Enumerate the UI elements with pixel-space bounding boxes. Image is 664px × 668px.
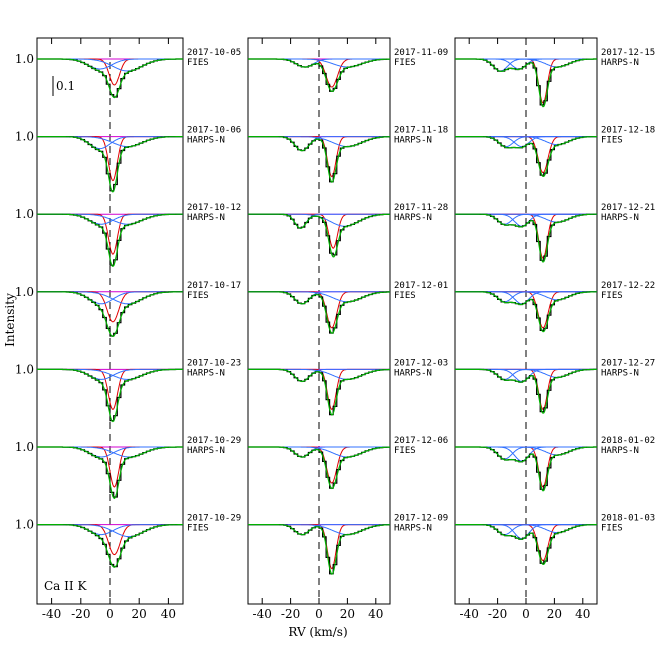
spectrum-instrument: HARPS-N [394, 213, 432, 223]
spectrum-date: 2017-12-18 [601, 126, 655, 136]
spectrum-instrument: HARPS-N [601, 58, 639, 68]
spectrum-instrument: HARPS-N [187, 136, 225, 146]
spectrum-instrument: FIES [394, 58, 416, 68]
component [455, 291, 597, 329]
component [248, 136, 390, 148]
x-tick-label: 0 [315, 607, 323, 621]
total-fit [248, 213, 390, 258]
x-tick-label: -40 [460, 607, 479, 621]
total-fit [37, 58, 183, 99]
total-fit [37, 368, 183, 423]
x-tick-label: -40 [42, 607, 61, 621]
spectrum-instrument: FIES [187, 58, 209, 68]
spectrum-instrument: FIES [187, 524, 209, 534]
spectrum-instrument: HARPS-N [187, 446, 225, 456]
spectrum-instrument: FIES [187, 291, 209, 301]
spectrum-instrument: FIES [394, 446, 416, 456]
total-fit [248, 58, 390, 92]
spectrum-date: 2017-12-21 [601, 203, 655, 213]
spectrum-instrument: HARPS-N [187, 213, 225, 223]
component [37, 524, 183, 556]
total-fit [455, 524, 597, 566]
x-tick-label: 40 [575, 607, 590, 621]
spectrum-instrument: HARPS-N [394, 136, 432, 146]
y-tick-label: 1.0 [15, 207, 34, 221]
y-tick-label: 1.0 [15, 285, 34, 299]
observed [37, 291, 183, 337]
component [455, 136, 597, 174]
observed [455, 136, 597, 176]
total-fit [37, 524, 183, 568]
spectrum-instrument: HARPS-N [601, 368, 639, 378]
total-fit [248, 524, 390, 575]
spectrum-date: 2017-10-23 [187, 358, 241, 368]
spectrum-date: 2017-12-03 [394, 358, 448, 368]
x-tick-label: 0 [522, 607, 530, 621]
spectrum-instrument: FIES [601, 524, 623, 534]
total-fit [455, 213, 597, 263]
scale-bar-label: 0.1 [56, 79, 75, 93]
spectrum-date: 2017-10-17 [187, 281, 241, 291]
spectrum-date: 2017-10-12 [187, 203, 241, 213]
spectrum-date: 2017-10-29 [187, 436, 241, 446]
spectrum-instrument: HARPS-N [394, 368, 432, 378]
spectrum-date: 2017-12-09 [394, 514, 448, 524]
component [37, 58, 183, 72]
spectrum-instrument: FIES [601, 136, 623, 146]
spectrum-date: 2017-10-29 [187, 514, 241, 524]
x-tick-label: 20 [132, 607, 147, 621]
x-axis-label: RV (km/s) [288, 625, 347, 639]
spectrum-instrument: FIES [394, 291, 416, 301]
spectrum-date: 2018-01-02 [601, 436, 655, 446]
y-tick-label: 1.0 [15, 362, 34, 376]
y-axis-label: Intensity [3, 293, 17, 347]
total-fit [455, 291, 597, 333]
x-tick-label: -20 [281, 607, 300, 621]
x-tick-label: 20 [547, 607, 562, 621]
spectrum-date: 2017-11-18 [394, 126, 448, 136]
x-tick-label: 0 [106, 607, 114, 621]
spectrum-instrument: HARPS-N [187, 368, 225, 378]
total-fit [248, 446, 390, 490]
spectrum-date: 2017-12-22 [601, 281, 655, 291]
x-tick-label: 40 [368, 607, 383, 621]
spectrum-date: 2017-12-27 [601, 358, 655, 368]
spectrum-instrument: HARPS-N [394, 524, 432, 534]
total-fit [248, 291, 390, 334]
spectrum-instrument: FIES [601, 291, 623, 301]
total-fit [455, 446, 597, 492]
total-fit [455, 136, 597, 178]
y-tick-label: 1.0 [15, 440, 34, 454]
y-tick-label: 1.0 [15, 518, 34, 532]
total-fit [248, 136, 390, 183]
x-tick-label: -20 [488, 607, 507, 621]
x-tick-label: -20 [71, 607, 90, 621]
spectrum-date: 2018-01-03 [601, 514, 655, 524]
spectrum-instrument: HARPS-N [601, 213, 639, 223]
x-tick-label: 40 [161, 607, 176, 621]
total-fit [37, 291, 183, 338]
spectrum-date: 2017-12-06 [394, 436, 448, 446]
total-fit [37, 446, 183, 500]
annotation: Ca II K [44, 579, 87, 593]
spectrum-date: 2017-11-28 [394, 203, 448, 213]
spectrum-date: 2017-10-06 [187, 126, 241, 136]
total-fit [455, 368, 597, 414]
total-fit [37, 136, 183, 193]
total-fit [248, 368, 390, 416]
x-tick-label: -40 [253, 607, 272, 621]
spectrum-date: 2017-12-15 [601, 48, 655, 58]
spectrum-date: 2017-10-05 [187, 48, 241, 58]
y-tick-label: 1.0 [15, 130, 34, 144]
total-fit [37, 213, 183, 268]
observed [455, 291, 597, 331]
spectrum-instrument: HARPS-N [601, 446, 639, 456]
total-fit [455, 58, 597, 108]
x-tick-label: 20 [340, 607, 355, 621]
y-tick-label: 1.0 [15, 52, 34, 66]
spectrum-date: 2017-11-09 [394, 48, 448, 58]
spectrum-date: 2017-12-01 [394, 281, 448, 291]
